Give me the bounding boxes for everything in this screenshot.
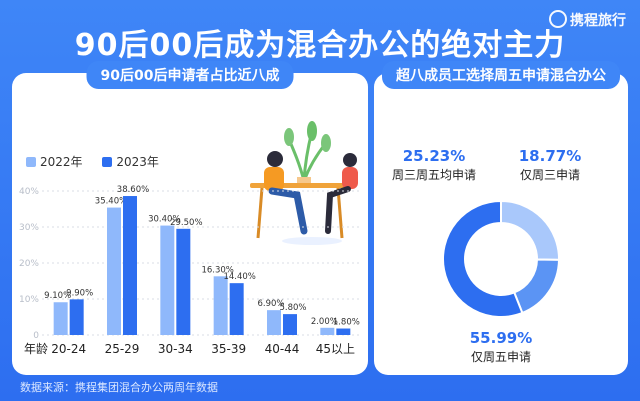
- data-source: 数据来源：携程集团混合办公两周年数据: [20, 381, 218, 394]
- bar-value-label: 29.50%: [170, 218, 202, 228]
- x-tick-label: 45以上: [316, 342, 355, 356]
- page-title: 90后00后成为混合办公的绝对主力: [74, 28, 566, 63]
- donut-slice-label: 周三周五均申请: [392, 168, 476, 182]
- weekday-panel: 超八成员工选择周五申请混合办公 55.99% 仅周五申请 25.23% 周三周五均申请…: [374, 61, 628, 375]
- bar-value-label: 5.80%: [279, 303, 306, 313]
- brand-logo: 携程旅行: [549, 10, 626, 30]
- bar-2023年-25-29: [123, 196, 137, 335]
- bar-2022年-20-24: [53, 302, 68, 335]
- donut-slice-label: 仅周五申请: [471, 350, 531, 364]
- donut-pct-label: 55.99%: [470, 329, 532, 347]
- bar-value-label: 16.30%: [201, 265, 233, 275]
- bar-value-label: 9.90%: [66, 288, 93, 298]
- bar-legend: 2022年 2023年: [26, 153, 175, 170]
- weekday-donut-chart: 55.99% 仅周五申请 25.23% 周三周五均申请 18.77% 仅周三申请: [392, 147, 581, 364]
- donut-pct-label: 18.77%: [519, 147, 581, 165]
- bar-2022年-45以上: [320, 327, 335, 335]
- logo-icon: [549, 10, 567, 28]
- bar-2023年-30-34: [176, 228, 191, 335]
- bar-2023年-40-44: [283, 314, 297, 335]
- y-tick-label: 30%: [19, 223, 39, 233]
- donut-slice-仅周五申请: [442, 199, 524, 318]
- x-axis-label: 年龄: [24, 342, 48, 356]
- x-tick-label: 30-34: [158, 342, 193, 356]
- bar-value-label: 2.00%: [311, 317, 338, 327]
- x-tick-label: 20-24: [51, 342, 86, 356]
- bar-2022年-25-29: [107, 207, 121, 335]
- logo-text: 携程旅行: [570, 13, 626, 29]
- legend-swatch-2023: [102, 157, 113, 167]
- weekday-panel-title: 超八成员工选择周五申请混合办公: [382, 61, 620, 89]
- x-tick-label: 40-44: [265, 342, 300, 356]
- bar-value-label: 35.40%: [95, 197, 127, 207]
- age-panel: 90后00后申请者占比近八成 2022年 2023年: [12, 61, 368, 375]
- bar-value-label: 14.40%: [223, 272, 255, 282]
- legend-swatch-2022: [26, 157, 36, 167]
- bar-2022年-30-34: [160, 225, 175, 335]
- donut-slice-周三周五均申请: [500, 199, 560, 261]
- age-panel-title: 90后00后申请者占比近八成: [86, 61, 294, 89]
- y-tick-label: 0: [33, 331, 39, 341]
- age-bar-chart: 0 10% 20% 30% 40% 9.10%9.90% 20-24 35.40% 38.60%…: [19, 121, 362, 356]
- y-tick-label: 20%: [19, 259, 39, 269]
- bar-value-label: 38.60%: [117, 185, 149, 195]
- donut-slice-仅周三申请: [512, 258, 561, 315]
- legend-2022: 2022年: [26, 153, 83, 170]
- bar-2023年-45以上: [336, 328, 351, 335]
- x-tick-label: 25-29: [105, 342, 140, 356]
- bar-2022年-40-44: [267, 310, 281, 335]
- office-illustration: [250, 121, 358, 245]
- bar-value-label: 9.10%: [44, 291, 71, 301]
- bar-2022年-35-39: [213, 276, 228, 335]
- bar-value-label: 30.40%: [148, 215, 180, 225]
- bar-2023年-20-24: [69, 299, 84, 335]
- donut-slice-label: 仅周三申请: [520, 168, 580, 182]
- bar-value-label: 1.80%: [333, 318, 360, 328]
- y-tick-label: 10%: [19, 295, 39, 305]
- bar-value-label: 6.90%: [257, 299, 284, 309]
- donut-pct-label: 25.23%: [403, 147, 465, 165]
- legend-2023: 2023年: [102, 153, 159, 170]
- x-tick-label: 35-39: [211, 342, 246, 356]
- y-tick-label: 40%: [19, 187, 39, 197]
- bar-2023年-35-39: [229, 283, 244, 335]
